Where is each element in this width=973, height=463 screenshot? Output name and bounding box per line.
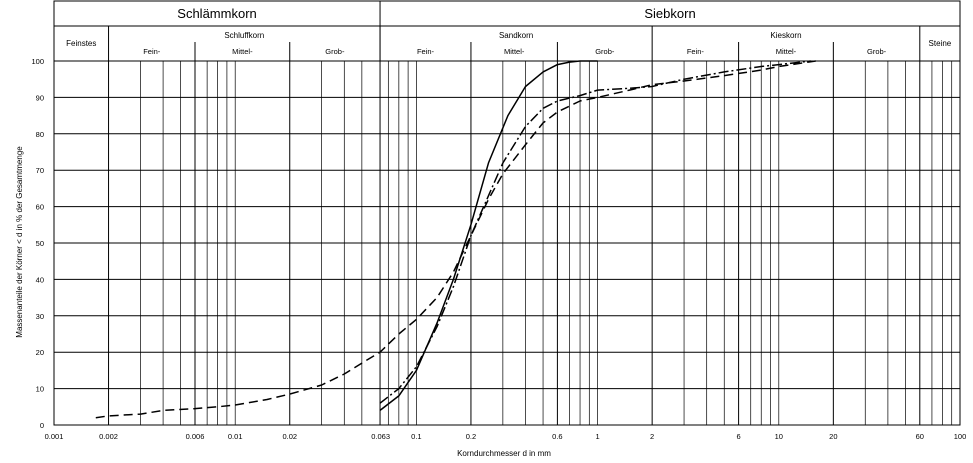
series-line-solid [379,60,598,411]
subfraction-label: Fein- [143,47,161,56]
x-tick-label: 0.2 [466,432,476,441]
series-line-dash-dot [379,60,811,404]
x-tick-label: 1 [596,432,600,441]
x-tick-label: 0.006 [186,432,205,441]
x-tick-label: 20 [829,432,837,441]
series-line-dashed [95,60,816,419]
fraction-label: Sandkorn [499,31,533,40]
group-label: Siebkorn [644,6,695,21]
fraction-label: Schluffkorn [224,31,264,40]
y-axis-title: Massenanteile der Körner < d in % der Ge… [15,146,24,338]
subfraction-label: Mittel- [504,47,525,56]
y-tick-label: 30 [36,312,44,321]
subfraction-label: Fein- [417,47,435,56]
x-tick-labels: 0.001 0.002 0.006 0.01 0.02 0.063 0.1 0.2 0.6 1 2 6… [45,432,967,441]
x-tick-label: 60 [916,432,924,441]
y-tick-label: 60 [36,203,44,212]
fraction-label: Kieskorn [770,31,801,40]
group-label: Schlämmkorn [177,6,256,21]
x-tick-label: 100 [954,432,967,441]
series-group [95,60,816,419]
y-tick-label: 40 [36,275,44,284]
x-tick-label: 0.02 [282,432,297,441]
y-tick-label: 50 [36,239,44,248]
subfraction-label: Grob- [867,47,887,56]
y-tick-label: 70 [36,166,44,175]
y-tick-label: 90 [36,93,44,102]
subfraction-label: Grob- [325,47,345,56]
x-tick-label: 6 [737,432,741,441]
y-tick-label: 10 [36,385,44,394]
x-tick-label: 0.001 [45,432,64,441]
fraction-label: Feinstes [66,39,96,48]
x-tick-label: 0.063 [371,432,390,441]
subfraction-label: Fein- [687,47,705,56]
x-axis-title: Korndurchmesser d in mm [457,449,551,458]
x-tick-label: 0.6 [552,432,562,441]
plot-frame [53,60,961,426]
x-tick-label: 10 [775,432,783,441]
x-tick-label: 2 [650,432,654,441]
x-tick-label: 0.1 [411,432,421,441]
fraction-label: Steine [929,39,952,48]
x-tick-label: 0.002 [99,432,118,441]
y-tick-labels: 0 10 20 30 40 50 60 70 80 90 100 [31,57,44,430]
y-tick-label: 100 [31,57,44,66]
grid [53,60,961,426]
subfraction-label: Grob- [595,47,615,56]
y-tick-label: 20 [36,348,44,357]
subfraction-label: Mittel- [776,47,797,56]
y-tick-label: 80 [36,130,44,139]
x-tick-label: 0.01 [228,432,243,441]
subfraction-label: Mittel- [232,47,253,56]
fraction-header: Schlämmkorn Siebkorn Feinstes Schluffkorn Fe… [53,0,961,62]
y-tick-label: 0 [40,421,44,430]
